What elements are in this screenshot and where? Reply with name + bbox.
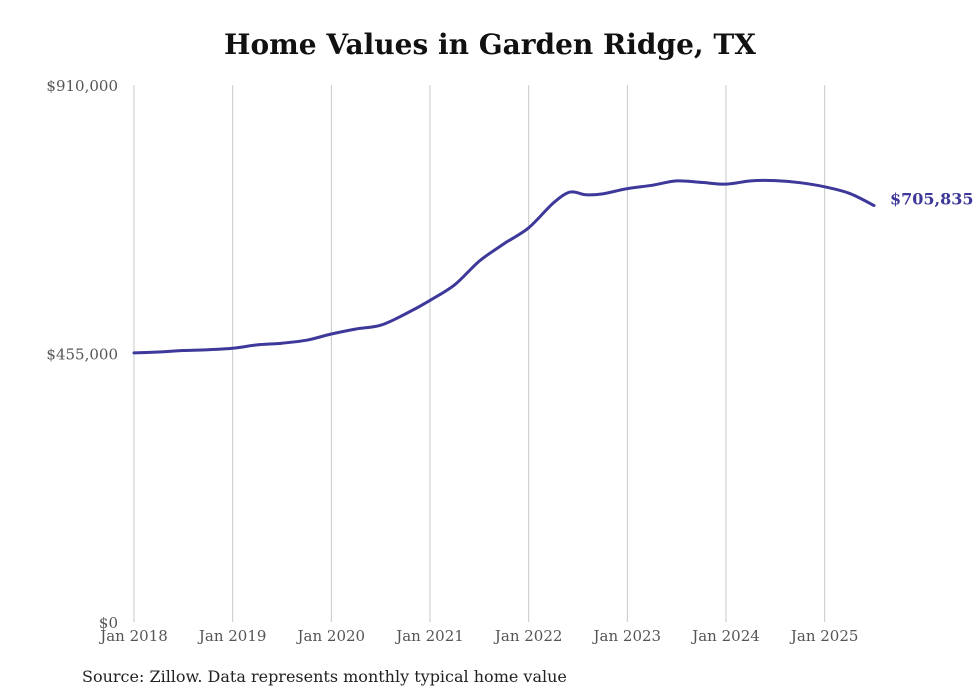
x-tick-label: Jan 2025: [789, 627, 859, 645]
gridlines: [133, 85, 826, 622]
y-tick-label: $910,000: [46, 77, 118, 95]
x-tick-label: Jan 2018: [98, 627, 168, 645]
x-tick-label: Jan 2022: [493, 627, 563, 645]
series-line: [132, 178, 876, 355]
x-tick-label: Jan 2019: [197, 627, 267, 645]
y-axis-ticks: $0 $455,000 $910,000: [46, 77, 118, 632]
y-tick-label: $455,000: [46, 346, 118, 364]
x-tick-label: Jan 2020: [296, 627, 366, 645]
x-tick-label: Jan 2021: [394, 627, 464, 645]
x-tick-label: Jan 2024: [690, 627, 760, 645]
y-tick-label: $0: [99, 614, 118, 632]
series-group: $705,835: [132, 178, 974, 355]
source-note: Source: Zillow. Data represents monthly …: [82, 667, 567, 686]
x-tick-label: Jan 2023: [592, 627, 662, 645]
x-axis-ticks: Jan 2018 Jan 2019 Jan 2020 Jan 2021 Jan 2022…: [98, 627, 858, 645]
chart-title: Home Values in Garden Ridge, TX: [224, 28, 756, 61]
end-value-label: $705,835: [890, 189, 974, 208]
